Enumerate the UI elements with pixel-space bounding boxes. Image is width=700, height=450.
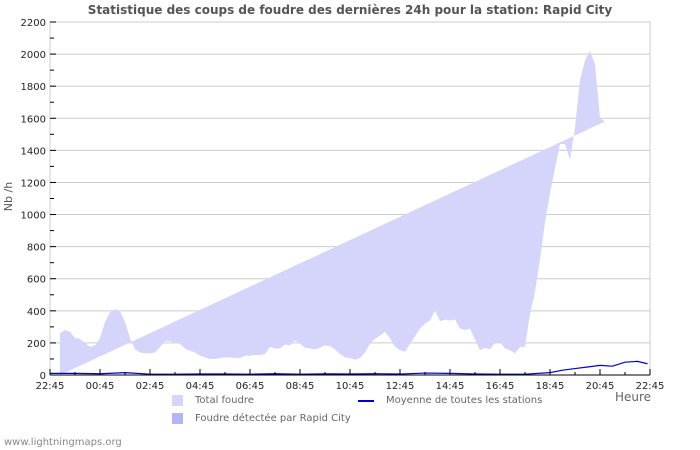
legend-label-average: Moyenne de toutes les stations: [386, 395, 543, 406]
legend-average: Moyenne de toutes les stations: [358, 395, 542, 406]
axes: 0 200 400 600 800 1000 1200 1400 1600 1800 2000 220…: [21, 18, 665, 392]
svg-text:600: 600: [27, 275, 46, 286]
svg-text:0: 0: [40, 371, 46, 382]
svg-text:200: 200: [27, 339, 46, 350]
svg-text:10:45: 10:45: [336, 381, 365, 392]
svg-text:20:45: 20:45: [586, 381, 615, 392]
legend-swatch-detected: [172, 413, 183, 424]
legend-label-total: Total foudre: [195, 395, 254, 406]
legend-total: Total foudre: [172, 395, 254, 406]
svg-text:1400: 1400: [21, 146, 46, 157]
legend-label-detected: Foudre détectée par Rapid City: [195, 413, 351, 424]
average-line: [50, 360, 648, 375]
x-axis-label: Heure: [615, 390, 652, 404]
svg-text:400: 400: [27, 307, 46, 318]
svg-text:16:45: 16:45: [486, 381, 515, 392]
svg-text:06:45: 06:45: [236, 381, 265, 392]
footer-link[interactable]: www.lightningmaps.org: [4, 437, 122, 448]
legend-swatch-total: [172, 395, 183, 406]
svg-text:00:45: 00:45: [86, 381, 115, 392]
svg-text:04:45: 04:45: [186, 381, 215, 392]
svg-text:12:45: 12:45: [386, 381, 415, 392]
svg-text:02:45: 02:45: [136, 381, 165, 392]
svg-text:22:45: 22:45: [36, 381, 65, 392]
svg-text:14:45: 14:45: [436, 381, 465, 392]
svg-text:18:45: 18:45: [536, 381, 565, 392]
svg-text:2000: 2000: [21, 50, 46, 61]
legend-detected: Foudre détectée par Rapid City: [172, 413, 351, 424]
svg-text:2200: 2200: [21, 18, 46, 29]
svg-text:1600: 1600: [21, 114, 46, 125]
legend-swatch-average: [358, 399, 374, 402]
svg-text:08:45: 08:45: [286, 381, 315, 392]
chart-title: Statistique des coups de foudre des dern…: [87, 3, 613, 17]
svg-text:1000: 1000: [21, 211, 46, 222]
total-foudre-area: [60, 50, 605, 376]
svg-text:800: 800: [27, 243, 46, 254]
svg-text:22:45: 22:45: [636, 381, 665, 392]
svg-text:1800: 1800: [21, 82, 46, 93]
svg-text:1200: 1200: [21, 178, 46, 189]
